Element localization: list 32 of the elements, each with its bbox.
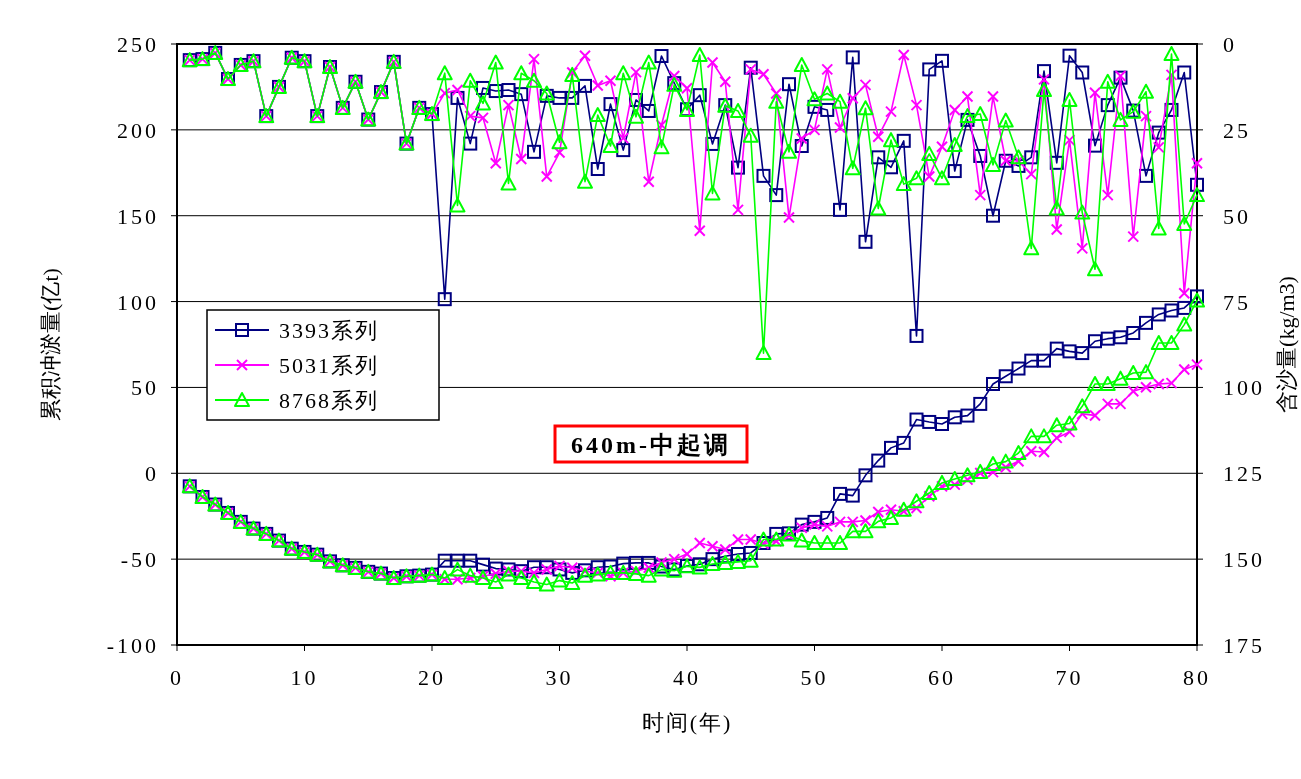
x-tick-label: 80 bbox=[1183, 665, 1211, 690]
x-tick-label: 50 bbox=[800, 665, 829, 690]
y2-tick-label: 25 bbox=[1223, 117, 1251, 143]
y-tick-label: 50 bbox=[131, 375, 159, 401]
legend-label: 5031系列 bbox=[279, 353, 379, 378]
y2-axis-title: 含沙量(kg/m3) bbox=[1274, 276, 1299, 413]
legend-label: 3393系列 bbox=[279, 318, 379, 343]
annotation: 640m-中起调 bbox=[571, 432, 731, 458]
y-tick-label: 100 bbox=[117, 289, 159, 315]
y2-tick-label: 50 bbox=[1223, 203, 1251, 229]
y2-tick-label: 75 bbox=[1223, 289, 1251, 315]
legend-label: 8768系列 bbox=[279, 388, 379, 413]
y2-tick-label: 150 bbox=[1223, 547, 1265, 573]
y-tick-label: 150 bbox=[117, 203, 159, 229]
y-tick-label: 0 bbox=[145, 461, 159, 487]
y-axis-title: 累积冲淤量(亿t) bbox=[38, 268, 63, 421]
y-tick-label: -50 bbox=[120, 547, 159, 573]
y2-tick-label: 125 bbox=[1223, 461, 1265, 487]
x-tick-label: 40 bbox=[673, 665, 701, 690]
x-tick-label: 30 bbox=[545, 665, 574, 690]
y2-tick-label: 175 bbox=[1223, 633, 1265, 658]
y-tick-label: 200 bbox=[117, 117, 159, 143]
x-tick-label: 70 bbox=[1055, 665, 1084, 690]
x-tick-label: 10 bbox=[290, 665, 319, 690]
y2-tick-label: 0 bbox=[1223, 32, 1237, 57]
x-tick-label: 20 bbox=[418, 665, 446, 690]
y-tick-label: 250 bbox=[117, 32, 159, 57]
x-tick-label: 60 bbox=[928, 665, 956, 690]
x-axis-title: 时间(年) bbox=[641, 710, 733, 735]
y-tick-label: -100 bbox=[106, 633, 159, 658]
y2-tick-label: 100 bbox=[1223, 375, 1265, 401]
x-tick-label: 0 bbox=[170, 665, 184, 690]
